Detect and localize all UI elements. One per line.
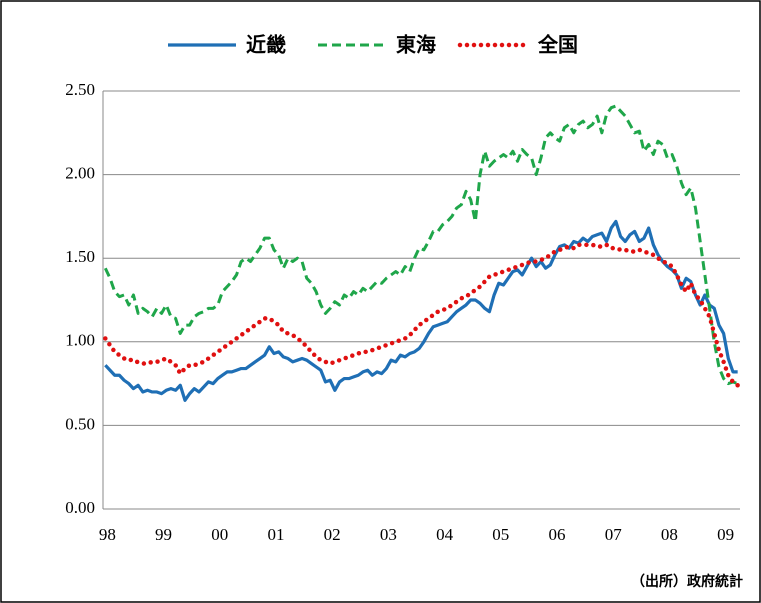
x-tick-label: 07 [605,525,623,544]
x-tick-label: 00 [211,525,228,544]
legend-label: 近畿 [246,33,286,57]
series-line [103,242,740,388]
y-tick-label: 1.00 [65,331,95,350]
x-tick-label: 99 [155,525,172,544]
series-line [103,104,739,386]
x-tick-label: 98 [99,525,116,544]
y-tick-label: 0.50 [65,414,95,433]
y-tick-label: 0.00 [65,498,95,517]
legend-label: 全国 [537,33,578,57]
y-tick-label: 1.50 [65,247,95,266]
y-tick-label: 2.50 [65,80,95,99]
legend-label: 東海 [396,33,436,57]
x-tick-label: 04 [436,525,454,544]
x-tick-label: 02 [324,525,341,544]
y-tick-label: 2.00 [65,164,95,183]
x-tick-label: 09 [717,525,734,544]
series-line [104,219,738,402]
x-tick-label: 08 [661,525,678,544]
x-tick-label: 01 [267,525,284,544]
source-note: （出所）政府統計 [631,573,743,590]
x-tick-label: 06 [548,525,565,544]
x-tick-label: 05 [492,525,509,544]
x-tick-label: 03 [380,525,397,544]
